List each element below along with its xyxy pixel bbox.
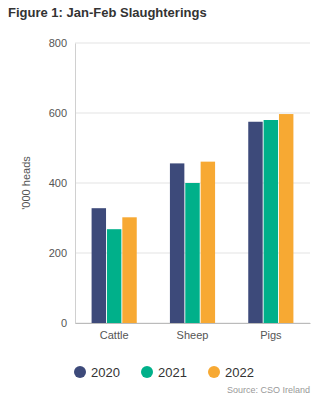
x-tick: Pigs [260,329,282,341]
x-axis-line [76,323,311,324]
bar-series [122,114,293,323]
y-tick: 0 [61,317,75,329]
x-axis: Cattle Sheep Pigs [76,324,311,341]
bar [185,183,199,323]
legend-item: 2020 [74,365,120,380]
bar [170,163,184,323]
source: Source: CSO Ireland [227,385,310,395]
y-tick-label: 600 [49,107,67,119]
plot: 0 200 400 600 800 Cattle Sheep Pigs [49,37,311,341]
bar [107,229,121,323]
y-tick-label: 400 [49,177,67,189]
bars [92,114,294,323]
y-tick-label: 200 [49,247,67,259]
y-tick: 800 [49,37,75,49]
grid-line [75,43,310,44]
x-tick-label: Sheep [177,329,209,341]
bar-series [92,122,263,323]
bar [248,122,262,323]
bar [279,114,293,323]
y-tick-label: 800 [49,37,67,49]
title: Figure 1: Jan-Feb Slaughterings [8,5,207,20]
x-tick: Cattle [100,329,129,341]
y-tick-label: 0 [61,317,67,329]
bar [264,120,278,323]
legend-swatch [208,366,220,378]
legend-item: 2022 [208,365,254,380]
y-tick: 600 [49,107,75,119]
legend-swatch [74,366,86,378]
legend: 2020 2021 2022 [74,365,254,380]
legend-label: 2022 [225,365,254,380]
grid [75,43,310,323]
x-tick: Sheep [177,329,209,341]
y-axis-line [75,44,76,324]
legend-item: 2021 [141,365,187,380]
y-tick: 200 [49,247,75,259]
bar-series [107,120,278,323]
y-tick: 400 [49,177,75,189]
bar [92,208,106,323]
grid-line [75,113,310,114]
legend-label: 2021 [158,365,187,380]
y-axis: 0 200 400 600 800 [49,37,76,329]
bar [201,162,215,323]
bar [122,217,136,323]
legend-swatch [141,366,153,378]
legend-label: 2020 [91,365,120,380]
y-axis-title: '000 heads [20,156,32,210]
chart: Figure 1: Jan-Feb Slaughterings 0 200 400 60… [0,0,320,400]
x-tick-label: Cattle [100,329,129,341]
x-tick-label: Pigs [260,329,282,341]
